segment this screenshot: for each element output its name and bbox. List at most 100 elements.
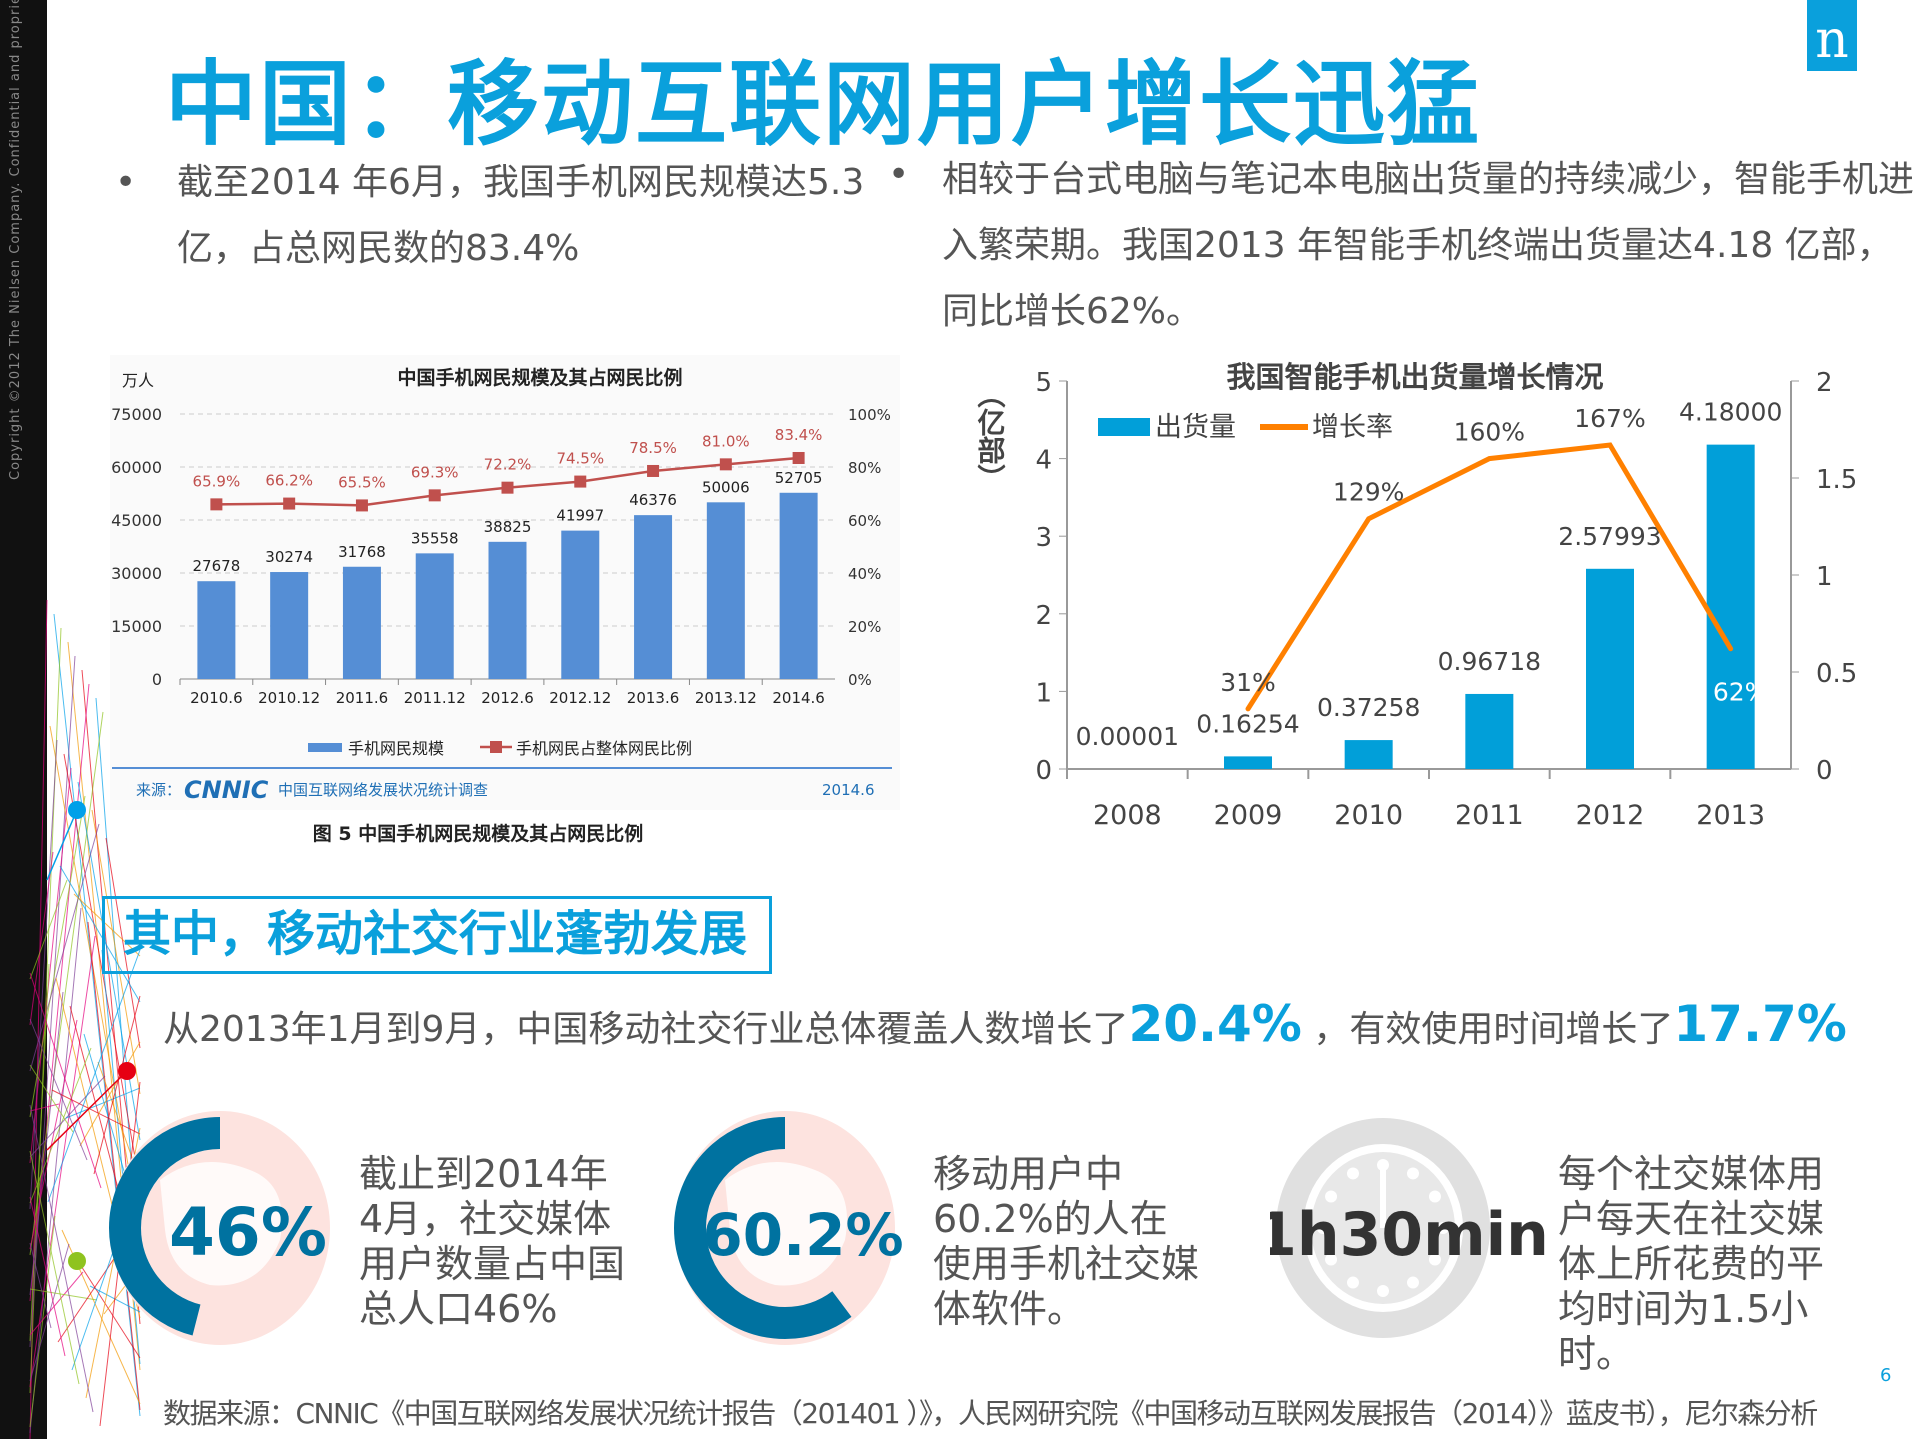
y-tick-label: 0: [1035, 756, 1052, 786]
bar: [1224, 756, 1272, 769]
mesh-line: [65, 1087, 141, 1119]
chart-title: 我国智能手机出货量增长情况: [1226, 360, 1603, 394]
bar-data-label: 0.16254: [1196, 709, 1299, 738]
bar-data-label: 0.37258: [1317, 693, 1420, 722]
clock-tick: [1347, 1167, 1359, 1180]
bar: [634, 515, 673, 679]
bar-data-label: 4.18000: [1679, 398, 1782, 427]
ratio-data-label: 74.5%: [556, 450, 604, 468]
ratio-data-label: 78.5%: [629, 439, 677, 457]
ratio-data-label: 65.9%: [193, 472, 241, 490]
mesh-line: [29, 1196, 66, 1357]
legend-swatch-bar: [308, 743, 342, 752]
x-tick-label: 2011.12: [404, 689, 466, 707]
mesh-line: [29, 1271, 84, 1336]
mesh-line: [29, 1242, 52, 1329]
stat-text: 移动用户中60.2%的人在使用手机社交媒体软件。: [933, 1152, 1200, 1331]
y2-tick-label: 0: [1816, 756, 1833, 786]
bar-data-label: 38825: [484, 518, 532, 536]
legend-label: 增长率: [1312, 412, 1393, 443]
nielsen-logo: n: [1807, 0, 1857, 71]
growth-data-label: 31%: [1220, 668, 1276, 697]
clock-icon: [1276, 1118, 1490, 1338]
legend-label: 手机网民规模: [348, 739, 444, 758]
y-tick-label: 3: [1035, 523, 1052, 553]
x-tick-label: 2010.12: [258, 689, 320, 707]
mesh-line: [105, 837, 141, 1049]
clock-tick: [1317, 1222, 1329, 1234]
y2-tick-label: 2: [1816, 368, 1833, 398]
growth-rate-line: [1245, 442, 1734, 712]
clock-tick: [1407, 1167, 1419, 1180]
connector-line: [46, 809, 78, 881]
mesh-line: [29, 991, 64, 1296]
mesh-line: [87, 921, 141, 1411]
bullet-icon: •: [115, 162, 137, 203]
x-tick-label: 2013: [1696, 800, 1765, 831]
bar-data-label: 2.57993: [1558, 522, 1661, 551]
donut-arc: [109, 1117, 331, 1339]
mesh-line: [29, 1075, 106, 1158]
growth-sentence: 从2013年1月到9月，中国移动社交行业总体覆盖人数增长了20.4% ，有效使用…: [163, 995, 1847, 1053]
y-tick-label: 1: [1035, 678, 1052, 708]
mesh-line: [29, 823, 100, 1072]
mesh-line: [29, 767, 72, 1164]
bar-data-label: 41997: [556, 507, 604, 525]
x-tick-label: 2013.12: [695, 689, 757, 707]
donut-arc: [674, 1117, 896, 1339]
y2-tick-label: 40%: [848, 565, 881, 583]
highlight-usage-time: 17.7%: [1673, 995, 1847, 1053]
bar-data-label: 30274: [265, 548, 313, 566]
y2-tick-label: 60%: [848, 512, 881, 530]
x-tick-label: 2014.6: [772, 689, 825, 707]
stat-clock: 1h30min: [1270, 1118, 1545, 1338]
source-label: 来源：: [136, 781, 181, 799]
mesh-line: [73, 893, 141, 957]
bar: [488, 541, 527, 679]
bar-data-label: 35558: [411, 529, 459, 547]
page-title: 中国：移动互联网用户增长迅猛: [165, 51, 1482, 158]
source-date: 2014.6: [822, 781, 875, 799]
bar: [1586, 568, 1634, 769]
china-map-icon: [160, 1162, 282, 1286]
bar: [197, 581, 236, 679]
mesh-line: [79, 1041, 141, 1147]
ratio-marker: [574, 475, 587, 488]
stat-donut-60: 60.2%: [674, 1111, 904, 1345]
stat-text: 每个社交媒体用户每天在社交媒体上所花费的平均时间为1.5小时。: [1558, 1152, 1825, 1376]
y2-tick-label: 0%: [848, 671, 872, 689]
mesh-line: [47, 949, 141, 1203]
figure-caption: 图 5 中国手机网民规模及其占网民比例: [313, 822, 643, 845]
x-tick-label: 2013.6: [627, 689, 680, 707]
bar-data-label: 31768: [338, 543, 386, 561]
ratio-data-label: 72.2%: [484, 456, 532, 474]
mesh-line: [29, 1018, 88, 1161]
ratio-marker: [210, 498, 223, 511]
y-tick-label: 15000: [111, 617, 162, 636]
y2-tick-label: 0.5: [1816, 659, 1857, 689]
y-tick-label: 0: [152, 670, 162, 689]
legend-label: 出货量: [1155, 412, 1236, 443]
clock-tick: [1347, 1276, 1359, 1289]
mobile-netizen-chart: 中国手机网民规模及其占网民比例 万人 0 15000 30000 45000 60000 75…: [110, 355, 900, 845]
bar: [1465, 693, 1514, 769]
y-tick-label: 75000: [111, 405, 162, 424]
page-number: 6: [1880, 1365, 1892, 1386]
y-tick-label: 4: [1035, 446, 1052, 476]
bar-data-label: 52705: [775, 469, 823, 487]
mesh-line: [29, 1288, 98, 1301]
section-heading: 其中，移动社交行业蓬勃发展: [102, 896, 772, 974]
footer-source: 数据来源：CNNIC《中国互联网络发展状况统计报告（201401 ）》，人民网研…: [163, 1397, 1818, 1430]
ratio-marker: [355, 499, 368, 512]
y2-tick-label: 80%: [848, 459, 881, 477]
ratio-data-label: 66.2%: [265, 472, 313, 490]
mesh-line: [77, 781, 141, 1141]
y2-tick-label: 1.5: [1816, 465, 1857, 495]
bar: [1344, 740, 1393, 769]
ratio-data-label: 81.0%: [702, 432, 750, 450]
mesh-line: [29, 972, 102, 1189]
growth-data-label: 62%: [1713, 678, 1769, 707]
x-tick-label: 2011: [1455, 800, 1524, 831]
mesh-line: [49, 725, 141, 1233]
bar-data-label: 0.96718: [1438, 647, 1541, 676]
